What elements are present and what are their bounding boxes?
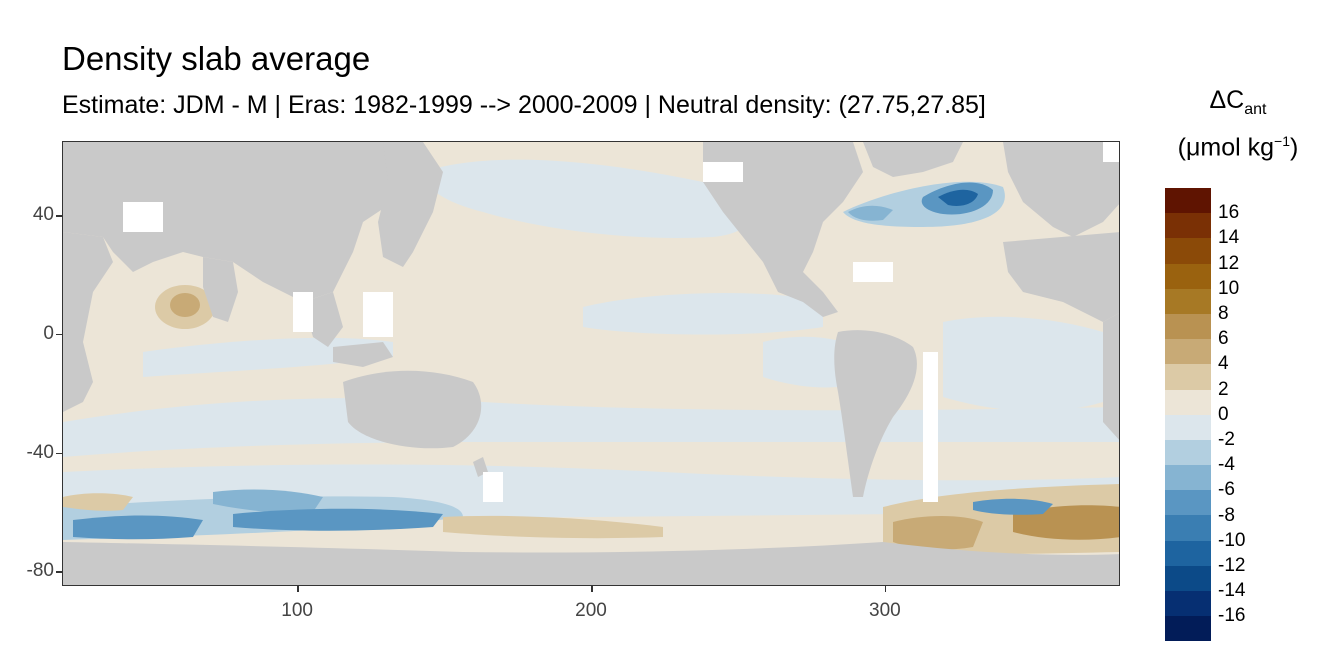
x-tick-label: 100 (281, 600, 313, 621)
colorbar-swatch (1165, 364, 1211, 390)
legend-title-main: ΔC (1209, 86, 1245, 114)
colorbar-swatch (1165, 616, 1211, 642)
x-tick-mark (297, 586, 299, 592)
arabian-sea-anomaly (155, 285, 215, 329)
colorbar-tick-label: -10 (1218, 529, 1246, 551)
legend-title-sub: ant (1244, 101, 1267, 118)
weddell-sea-anomaly (883, 484, 1119, 555)
colorbar-swatch (1165, 591, 1211, 617)
colorbar-swatch (1165, 213, 1211, 239)
colorbar-tick-label: -2 (1218, 429, 1235, 450)
y-tick-mark (56, 452, 62, 454)
colorbar-tick-label: -12 (1218, 555, 1246, 576)
missing-data-cells (123, 142, 1119, 502)
y-tick-label: -40 (26, 441, 54, 463)
y-tick-label: 40 (32, 204, 54, 226)
colorbar-swatch (1165, 465, 1211, 491)
colorbar (1165, 188, 1211, 642)
colorbar-tick-label: 16 (1218, 202, 1240, 224)
colorbar-swatch (1165, 188, 1211, 214)
colorbar-tick-label: 0 (1218, 403, 1229, 425)
x-tick-mark (591, 586, 593, 592)
x-tick-mark (884, 586, 887, 592)
colorbar-swatch (1165, 339, 1211, 365)
colorbar-swatch (1165, 439, 1211, 466)
north-atlantic-anomaly (843, 181, 1005, 227)
x-tick-label: 300 (869, 600, 901, 621)
map-svg (63, 142, 1119, 585)
southern-ocean-anomaly (63, 489, 663, 540)
colorbar-tick-label: 14 (1218, 227, 1240, 249)
y-tick-mark (56, 333, 62, 336)
colorbar-tick-label: -4 (1218, 454, 1235, 476)
legend-unit-pre: (μmol kg (1177, 133, 1275, 162)
colorbar-swatch (1165, 263, 1211, 289)
colorbar-swatch (1165, 414, 1211, 440)
colorbar-tick-label: 8 (1218, 303, 1229, 324)
colorbar-swatch (1165, 389, 1211, 415)
colorbar-swatch (1165, 540, 1211, 566)
legend-title: ΔCant (μmol kg−1) (1163, 86, 1313, 162)
colorbar-swatch (1165, 565, 1211, 591)
legend-unit: (μmol kg−1) (1163, 133, 1313, 162)
colorbar-tick-label: 6 (1218, 328, 1229, 350)
colorbar-tick-label: 12 (1218, 252, 1240, 274)
land-masses (63, 142, 1119, 585)
colorbar-swatch (1165, 490, 1211, 516)
x-tick-label: 200 (575, 600, 607, 621)
colorbar-swatch (1165, 238, 1211, 264)
chart-subtitle: Estimate: JDM - M | Eras: 1982-1999 --> … (62, 91, 986, 119)
colorbar-tick-label: -14 (1218, 580, 1246, 602)
colorbar-tick-label: 2 (1218, 378, 1229, 400)
colorbar-swatch (1165, 288, 1211, 314)
colorbar-tick-label: 4 (1218, 353, 1229, 375)
legend-unit-post: ) (1290, 133, 1299, 162)
colorbar-tick-label: -8 (1218, 504, 1235, 526)
y-tick-label: -80 (26, 560, 54, 582)
colorbar-tick-label: -16 (1218, 605, 1246, 627)
map-panel (62, 141, 1120, 586)
y-tick-label: 0 (43, 322, 54, 344)
chart-title: Density slab average (62, 40, 371, 77)
y-tick-mark (56, 215, 62, 217)
colorbar-tick-label: 10 (1218, 277, 1240, 299)
colorbar-swatch (1165, 313, 1211, 340)
y-tick-mark (56, 571, 62, 573)
colorbar-swatch (1165, 515, 1211, 541)
legend-unit-sup: −1 (1274, 133, 1290, 149)
colorbar-tick-label: -6 (1218, 479, 1235, 501)
